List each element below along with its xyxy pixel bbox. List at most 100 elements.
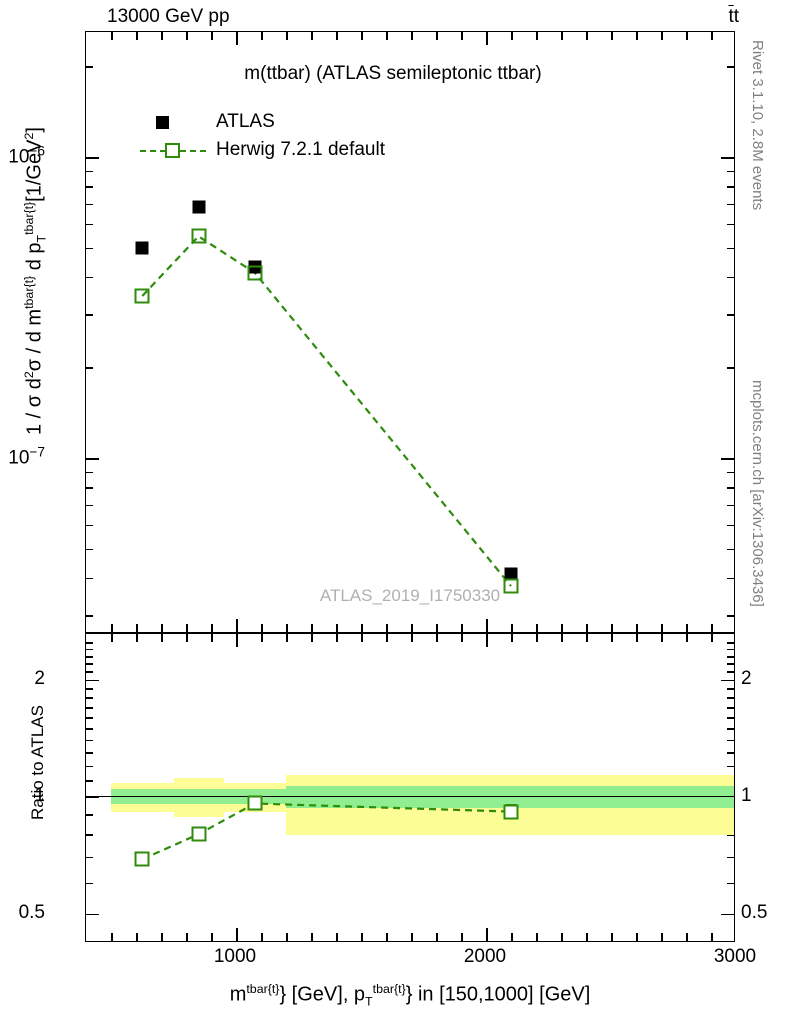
x-tick [136, 933, 138, 941]
x-tick [486, 634, 488, 647]
x-tick [486, 928, 488, 941]
y-tick [727, 186, 734, 188]
x-tick [236, 32, 238, 45]
main-plot-area [86, 32, 734, 632]
x-tick [161, 933, 163, 941]
header-beam-label: 13000 GeV pp [107, 6, 230, 27]
x-tick [236, 619, 238, 632]
x-tick [436, 933, 438, 941]
x-tick [586, 32, 588, 40]
y-tick [86, 314, 93, 316]
data-point-herwig-ratio [191, 826, 206, 842]
y-tick [86, 186, 93, 188]
ratio-y-tick [721, 679, 734, 682]
y-tick-label: 10−7 [8, 444, 45, 469]
legend-marker-open-square-dashed [140, 139, 206, 161]
x-tick [661, 32, 663, 40]
ratio-plot-panel [85, 633, 735, 942]
x-tick [711, 624, 713, 632]
y-tick [86, 276, 93, 279]
data-point-herwig-ratio [247, 795, 263, 811]
ratio-y-tick-label-right: 0.5 [741, 901, 768, 923]
data-point-atlas [135, 241, 149, 255]
x-tick [611, 32, 613, 40]
y-tick [86, 66, 93, 68]
x-tick [136, 624, 138, 632]
x-tick [536, 634, 538, 642]
x-tick [261, 933, 263, 941]
x-tick [461, 32, 463, 40]
ratio-y-tick [86, 663, 93, 666]
ratio-y-tick [727, 882, 734, 885]
x-tick [461, 624, 463, 632]
x-tick [311, 32, 313, 40]
y-tick [86, 170, 93, 173]
x-tick [211, 634, 213, 642]
x-tick [236, 928, 238, 941]
y-tick [86, 471, 93, 474]
x-tick [411, 32, 413, 40]
y-tick [727, 615, 734, 617]
y-tick [86, 524, 93, 527]
ratio-y-tick [86, 728, 93, 730]
y-tick [727, 548, 734, 551]
ratio-y-tick [86, 648, 93, 651]
x-tick [536, 933, 538, 941]
x-tick [711, 32, 713, 40]
x-tick [361, 32, 363, 40]
ratio-y-tick [727, 728, 734, 730]
x-tick [286, 624, 288, 632]
data-point-atlas [504, 567, 518, 581]
x-tick [436, 32, 438, 40]
y-tick [727, 247, 734, 250]
x-tick [111, 624, 113, 632]
plot-title: m(ttbar) (ATLAS semileptonic ttbar) [244, 63, 542, 84]
y-tick [727, 223, 734, 226]
x-tick [711, 933, 713, 941]
y-tick [727, 487, 734, 489]
y-tick [86, 577, 93, 580]
x-tick [511, 32, 513, 40]
x-tick [611, 624, 613, 632]
data-point-herwig-ratio [503, 804, 519, 820]
x-tick [261, 634, 263, 642]
ratio-y-tick [727, 856, 734, 859]
y-tick [721, 156, 734, 159]
ratio-y-tick [727, 648, 734, 651]
x-tick [436, 634, 438, 642]
ratio-y-tick [86, 655, 93, 658]
x-tick [711, 634, 713, 642]
data-point-herwig [247, 265, 263, 281]
ratio-y-tick-label: 0.5 [18, 901, 45, 923]
x-tick [461, 933, 463, 941]
x-tick [461, 634, 463, 642]
y-tick [86, 504, 93, 507]
x-tick [186, 32, 188, 40]
y-tick [727, 203, 734, 206]
y-tick [727, 66, 734, 68]
x-tick [361, 634, 363, 642]
x-tick [536, 624, 538, 632]
ratio-y-tick [727, 717, 734, 719]
y-tick [727, 471, 734, 474]
x-tick [311, 933, 313, 941]
x-tick [411, 634, 413, 642]
x-tick [636, 634, 638, 642]
side-note-mcplots: mcplots.cern.ch [arXiv:1306.3436] [749, 380, 766, 607]
x-tick [411, 933, 413, 941]
ratio-y-tick [721, 913, 734, 916]
x-tick [186, 933, 188, 941]
ratio-y-tick [727, 641, 734, 644]
ratio-y-tick [86, 679, 99, 682]
ratio-y-tick [727, 688, 734, 690]
ratio-y-tick [727, 707, 734, 709]
y-tick [86, 247, 93, 250]
x-tick [211, 933, 213, 941]
main-plot-panel [85, 31, 735, 633]
side-note-rivet: Rivet 3.1.10, 2.8M events [749, 40, 766, 211]
herwig-dashed-line-ratio [141, 802, 512, 861]
x-tick [561, 634, 563, 642]
ratio-y-tick [86, 739, 93, 742]
y-tick [727, 314, 734, 316]
ratio-y-tick [86, 697, 93, 699]
